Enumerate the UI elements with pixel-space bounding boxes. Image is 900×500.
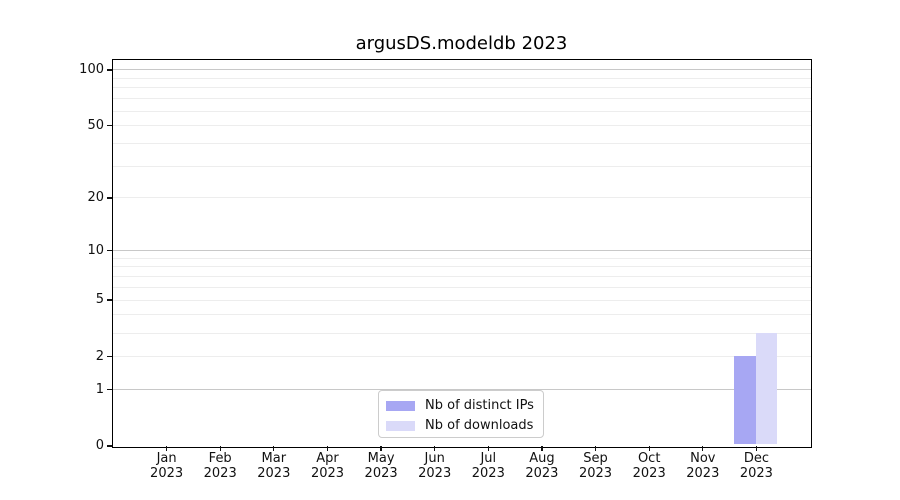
minor-gridline	[112, 165, 811, 167]
y-tick-label: 5	[95, 292, 104, 307]
x-tick-mark	[487, 446, 489, 451]
minor-gridline	[112, 299, 811, 301]
x-tick-label: Jun 2023	[418, 451, 452, 482]
legend-item-downloads: Nb of downloads	[386, 416, 543, 435]
y-tick-mark	[106, 355, 112, 358]
x-tick-mark	[273, 446, 275, 451]
chart-title: argusDS.modeldb 2023	[355, 33, 568, 54]
bar-downloads	[755, 332, 778, 444]
x-tick-label: Aug 2023	[525, 451, 559, 482]
minor-gridline	[112, 257, 811, 259]
x-tick-label: Dec 2023	[739, 451, 773, 482]
minor-gridline	[112, 356, 811, 357]
minor-gridline	[112, 77, 811, 79]
x-tick-mark	[594, 446, 597, 451]
minor-gridline	[112, 314, 811, 316]
minor-gridline	[112, 98, 811, 100]
legend-item-distinct-ips: Nb of distinct IPs	[386, 396, 543, 415]
x-tick-mark	[219, 446, 221, 451]
x-tick-mark	[166, 446, 168, 451]
minor-gridline	[112, 142, 811, 144]
legend-swatch-downloads-icon	[386, 420, 415, 431]
y-tick-mark	[106, 299, 112, 301]
y-tick-mark	[106, 445, 112, 447]
minor-gridline	[112, 197, 811, 199]
minor-gridline	[112, 87, 811, 89]
x-tick-label: Oct 2023	[632, 451, 666, 482]
y-tick-label: 0	[95, 438, 104, 453]
minor-gridline	[112, 276, 811, 277]
x-tick-mark	[755, 446, 757, 451]
x-tick-mark	[702, 446, 704, 451]
bar-distinct-ips	[734, 356, 756, 444]
x-tick-label: Feb 2023	[203, 451, 237, 482]
y-tick-label: 1	[95, 381, 104, 397]
y-tick-label: 50	[87, 117, 104, 133]
legend-swatch-distinct-ips-icon	[386, 400, 415, 411]
x-tick-label: Nov 2023	[686, 451, 720, 482]
legend: Nb of distinct IPs Nb of downloads	[378, 390, 544, 438]
x-tick-label: May 2023	[364, 451, 398, 482]
y-tick-label: 10	[87, 242, 104, 258]
x-tick-label: Jan 2023	[150, 451, 184, 482]
y-tick-mark	[106, 250, 112, 252]
x-tick-mark	[380, 446, 382, 451]
y-tick-label: 100	[79, 61, 104, 77]
major-gridline	[112, 389, 811, 390]
y-tick-label: 2	[95, 348, 104, 364]
x-tick-mark	[541, 446, 543, 451]
legend-label-distinct-ips: Nb of distinct IPs	[425, 398, 534, 413]
y-tick-label: 20	[87, 189, 104, 205]
y-tick-mark	[106, 125, 112, 127]
minor-gridline	[112, 332, 811, 334]
y-tick-mark	[106, 69, 112, 71]
minor-gridline	[112, 125, 811, 127]
major-gridline	[112, 250, 811, 252]
plot-area	[111, 58, 812, 448]
x-tick-mark	[648, 446, 650, 451]
legend-label-downloads: Nb of downloads	[425, 418, 534, 433]
y-tick-mark	[106, 197, 112, 199]
x-tick-label: Apr 2023	[310, 451, 345, 482]
x-tick-label: Jul 2023	[471, 451, 505, 482]
x-tick-mark	[434, 446, 436, 451]
minor-gridline	[112, 286, 811, 288]
minor-gridline	[112, 266, 811, 268]
x-tick-label: Sep 2023	[578, 451, 613, 482]
x-tick-label: Mar 2023	[257, 451, 291, 482]
x-tick-mark	[326, 446, 329, 451]
major-gridline	[112, 69, 811, 71]
y-tick-mark	[106, 388, 112, 391]
minor-gridline	[112, 110, 811, 112]
